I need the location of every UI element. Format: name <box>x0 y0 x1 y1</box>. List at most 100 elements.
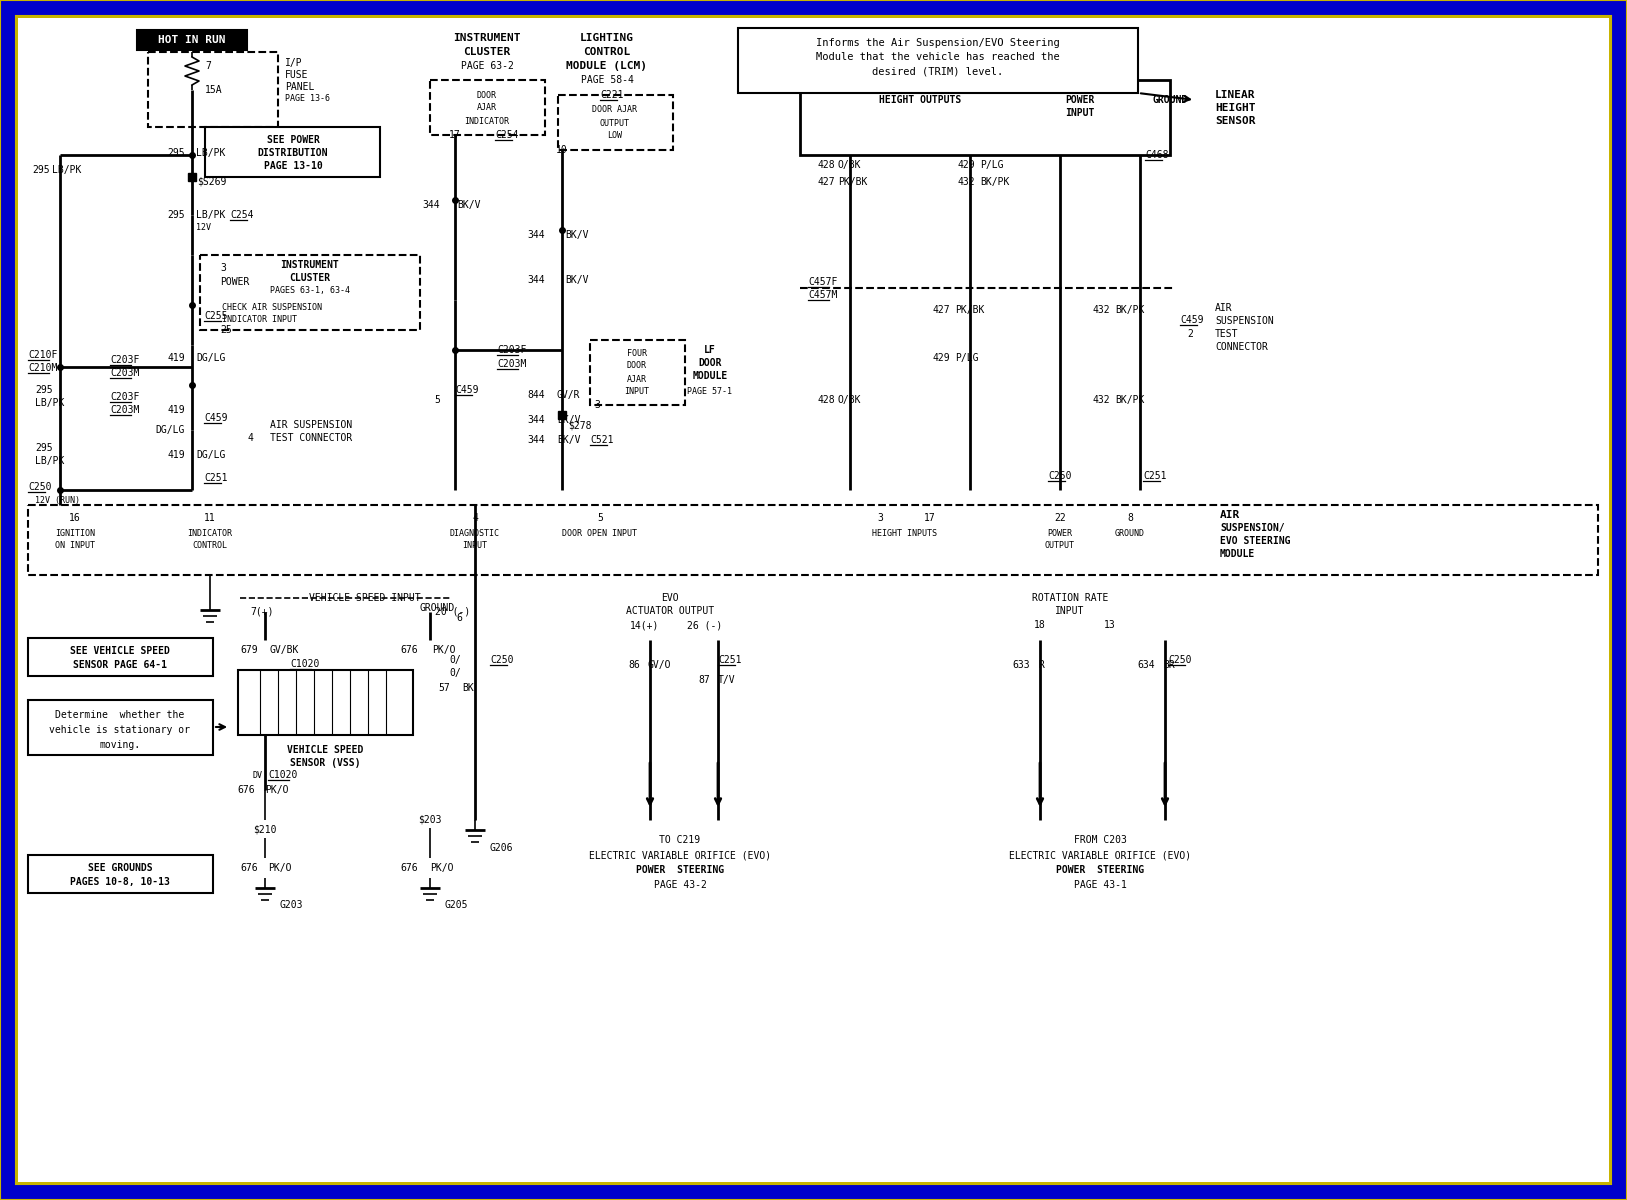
Text: I/P: I/P <box>285 58 303 68</box>
Text: VEHICLE SPEED: VEHICLE SPEED <box>286 745 363 755</box>
Text: INDICATOR INPUT: INDICATOR INPUT <box>221 316 298 324</box>
Text: PAGE 13-10: PAGE 13-10 <box>264 161 322 170</box>
Text: moving.: moving. <box>99 740 140 750</box>
Text: G206: G206 <box>490 842 514 853</box>
Bar <box>591 340 685 404</box>
Text: PAGES 10-8, 10-13: PAGES 10-8, 10-13 <box>70 877 169 887</box>
Text: C203M: C203M <box>496 359 527 370</box>
Text: 679: 679 <box>241 646 259 655</box>
Text: AIR: AIR <box>1215 302 1233 313</box>
Text: PK/BK: PK/BK <box>838 176 867 187</box>
Text: 427: 427 <box>817 176 835 187</box>
Text: C1020: C1020 <box>290 659 319 670</box>
Text: CLUSTER: CLUSTER <box>290 272 330 283</box>
Text: 419: 419 <box>168 404 185 415</box>
Text: C1020: C1020 <box>268 770 298 780</box>
Text: 13: 13 <box>1105 620 1116 630</box>
Text: AIR SUSPENSION: AIR SUSPENSION <box>270 420 353 430</box>
Text: 432: 432 <box>957 176 975 187</box>
Text: LB/PK: LB/PK <box>52 164 81 175</box>
Text: 3: 3 <box>594 400 600 410</box>
Text: CONTROL: CONTROL <box>584 47 631 56</box>
Text: vehicle is stationary or: vehicle is stationary or <box>49 725 190 734</box>
Text: C250: C250 <box>1168 655 1191 665</box>
Bar <box>558 95 674 150</box>
Text: DOOR: DOOR <box>698 358 722 368</box>
Text: 295: 295 <box>168 148 185 158</box>
Text: C250: C250 <box>1048 470 1072 481</box>
Text: 428: 428 <box>817 160 835 170</box>
Text: PK/O: PK/O <box>433 646 456 655</box>
Text: SEE POWER: SEE POWER <box>267 134 319 145</box>
Bar <box>200 254 420 330</box>
Text: LINEAR: LINEAR <box>1215 90 1256 100</box>
Text: GROUND: GROUND <box>1114 528 1145 538</box>
Text: 844: 844 <box>527 390 545 400</box>
Text: LB/PK: LB/PK <box>195 210 226 220</box>
Text: G203: G203 <box>280 900 304 910</box>
Text: 419: 419 <box>168 450 185 460</box>
Text: 87: 87 <box>698 674 709 685</box>
Text: CONNECTOR: CONNECTOR <box>1215 342 1267 352</box>
Text: 25: 25 <box>220 325 231 335</box>
Text: PAGE 13-6: PAGE 13-6 <box>285 94 330 103</box>
Text: 344: 344 <box>527 230 545 240</box>
Text: FUSE: FUSE <box>285 70 309 80</box>
Text: C457M: C457M <box>809 290 838 300</box>
Text: TEST CONNECTOR: TEST CONNECTOR <box>270 433 353 443</box>
Text: 7(+): 7(+) <box>251 607 273 617</box>
Text: POWER: POWER <box>1048 528 1072 538</box>
Text: HEIGHT: HEIGHT <box>1215 103 1256 113</box>
Text: AJAR: AJAR <box>477 103 496 113</box>
Text: CLUSTER: CLUSTER <box>464 47 511 56</box>
Text: 8: 8 <box>1128 514 1132 523</box>
Text: LB/PK: LB/PK <box>36 456 65 466</box>
Text: INDICATOR: INDICATOR <box>464 116 509 126</box>
Text: 344: 344 <box>527 434 545 445</box>
Text: SENSOR: SENSOR <box>1215 116 1256 126</box>
Text: 4: 4 <box>247 433 252 443</box>
Text: INPUT: INPUT <box>625 388 649 396</box>
Text: SEE GROUNDS: SEE GROUNDS <box>88 863 153 874</box>
Text: C203F: C203F <box>111 392 140 402</box>
Text: LIGHTING: LIGHTING <box>579 32 635 43</box>
Bar <box>800 80 1170 155</box>
Text: C251: C251 <box>203 473 228 482</box>
Text: ELECTRIC VARIABLE ORIFICE (EVO): ELECTRIC VARIABLE ORIFICE (EVO) <box>589 850 771 860</box>
Text: INPUT: INPUT <box>1066 108 1095 118</box>
Text: HEIGHT OUTPUTS: HEIGHT OUTPUTS <box>879 95 962 104</box>
Text: ON INPUT: ON INPUT <box>55 541 94 551</box>
Text: PK/O: PK/O <box>265 785 288 794</box>
Text: 676: 676 <box>241 863 259 874</box>
Text: IGNITION: IGNITION <box>55 528 94 538</box>
Text: CHECK AIR SUSPENSION: CHECK AIR SUSPENSION <box>221 304 322 312</box>
Text: BK/V: BK/V <box>556 434 581 445</box>
Text: EVO STEERING: EVO STEERING <box>1220 536 1290 546</box>
Text: C210M: C210M <box>28 362 57 373</box>
Text: PAGES 63-1, 63-4: PAGES 63-1, 63-4 <box>270 287 350 295</box>
Text: 0/: 0/ <box>449 655 460 665</box>
Text: 428: 428 <box>817 395 835 404</box>
Text: 11: 11 <box>203 514 216 523</box>
Text: C221: C221 <box>600 90 623 100</box>
Text: 5: 5 <box>597 514 604 523</box>
Bar <box>28 700 213 755</box>
Text: 676: 676 <box>238 785 255 794</box>
Text: PAGE 43-1: PAGE 43-1 <box>1074 880 1126 890</box>
Text: PK/BK: PK/BK <box>955 305 984 314</box>
Text: PK/O: PK/O <box>430 863 454 874</box>
Text: LB/PK: LB/PK <box>195 148 226 158</box>
Text: 676: 676 <box>400 863 418 874</box>
Text: 3: 3 <box>877 514 883 523</box>
Text: LF: LF <box>704 346 716 355</box>
Text: SENSOR (VSS): SENSOR (VSS) <box>290 758 360 768</box>
Text: C457F: C457F <box>809 277 838 287</box>
Text: POWER: POWER <box>1066 95 1095 104</box>
Text: 432: 432 <box>1092 395 1110 404</box>
Text: BK/PK: BK/PK <box>1114 395 1144 404</box>
Text: DOOR: DOOR <box>477 90 496 100</box>
Text: 344: 344 <box>527 275 545 284</box>
Text: desired (TRIM) level.: desired (TRIM) level. <box>872 66 1004 76</box>
Text: Module that the vehicle has reached the: Module that the vehicle has reached the <box>817 52 1059 62</box>
Text: 10: 10 <box>556 145 568 155</box>
